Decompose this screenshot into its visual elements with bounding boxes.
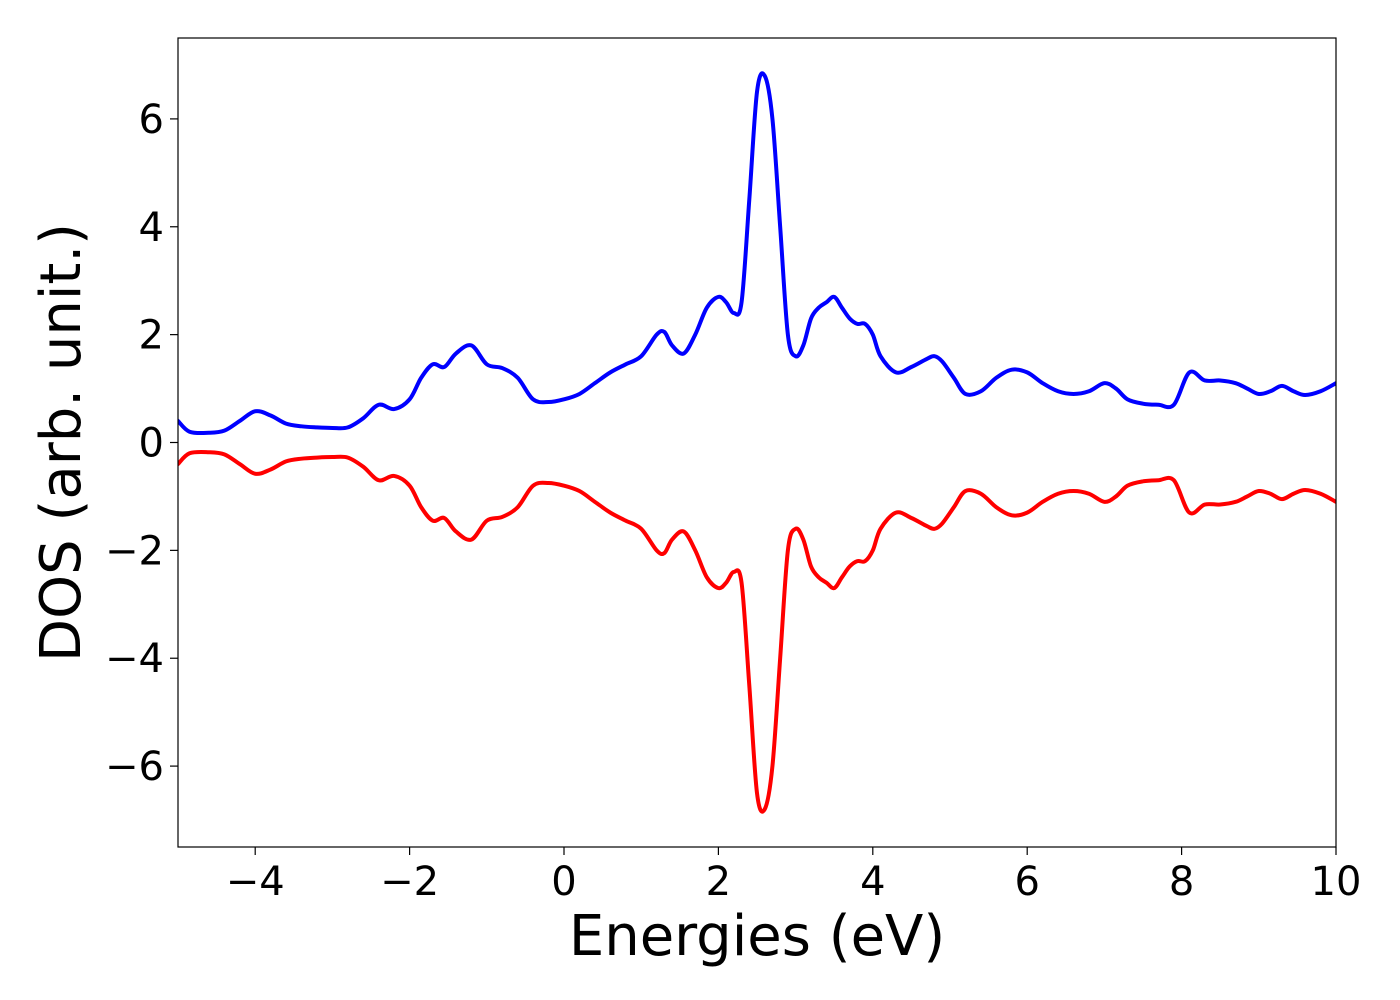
- plot-frame: [177, 37, 1337, 848]
- x-tick-label: 2: [706, 859, 731, 905]
- x-tick-label: 0: [551, 859, 576, 905]
- y-tick-label: −6: [105, 744, 164, 790]
- x-axis-title: Energies (eV): [569, 904, 945, 969]
- y-tick-label: 0: [139, 421, 164, 467]
- x-tick-label: −4: [226, 859, 285, 905]
- dos-line-negative: [178, 449, 1336, 814]
- x-tick-label: 8: [1169, 859, 1194, 905]
- x-tick-label: 6: [1014, 859, 1039, 905]
- y-axis-title: DOS (arb. unit.): [29, 223, 94, 662]
- y-tick-label: 4: [139, 205, 164, 251]
- x-tick-label: −2: [380, 859, 439, 905]
- x-tick-label: 10: [1311, 859, 1362, 905]
- series-layer: [178, 71, 1336, 814]
- x-tick-label: 4: [860, 859, 885, 905]
- y-tick-label: −2: [105, 528, 164, 574]
- plot-area: [177, 37, 1337, 848]
- dos-line-positive: [178, 71, 1336, 436]
- y-axis-ticks: −6 −4 −2 0 2 4 6: [105, 97, 178, 790]
- y-tick-label: 6: [139, 97, 164, 143]
- y-tick-label: −4: [105, 636, 164, 682]
- x-axis-ticks: −4 −2 0 2 4 6 8 10: [226, 847, 1362, 905]
- y-tick-label: 2: [139, 313, 164, 359]
